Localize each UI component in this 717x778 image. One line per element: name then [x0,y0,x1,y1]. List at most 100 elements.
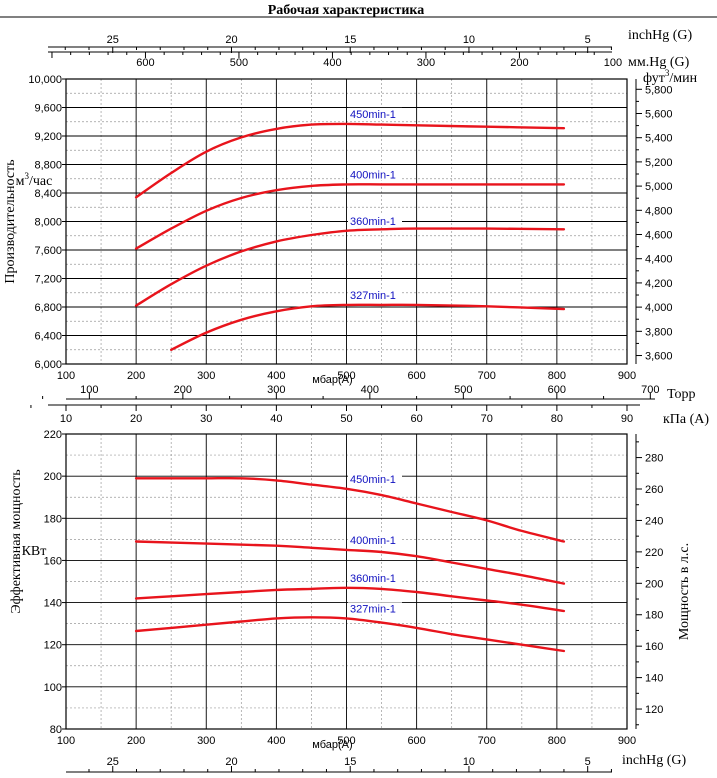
curve-label-bg-327min-1 [348,288,402,301]
panel1-secondary-tick-label: 140 [645,673,663,685]
panel1-y-tick-label: 100 [44,682,62,694]
bottom-inchhg-unit: inchHg (G) [622,753,686,768]
panel0-x-tick-label: 700 [478,370,496,382]
top-inchhg-unit: inchHg (G) [628,28,692,43]
kpa-tick-label: 40 [270,413,282,425]
panel1-secondary-tick-label: 280 [645,453,663,465]
kpa-unit: кПа (A) [663,412,709,427]
panel1-x-tick-label: 600 [407,735,425,747]
curve-label-360min-1: 360min-1 [350,216,396,228]
panel1-x-tick-label: 900 [618,735,636,747]
panel0-y-tick-label: 6,400 [34,331,62,343]
curve-400min-1 [134,540,566,585]
curve-360min-1 [134,586,566,613]
panel1-secondary-tick-label: 180 [645,610,663,622]
panel0-x-tick-label: 500 [337,370,355,382]
top-mmhg-tick-label: 100 [604,57,622,69]
top-mmhg-tick-label: 300 [417,57,435,69]
panel0-secondary-tick-label: 5,400 [645,133,673,145]
curve-label-360min-1: 360min-1 [350,573,396,585]
torr-tick-label: 300 [267,384,285,396]
curve-label-400min-1: 400min-1 [350,169,396,181]
panel0-y-tick-label: 8,000 [34,217,62,229]
panel1-y-tick-label: 160 [44,555,62,567]
top-inchhg-tick-label: 20 [225,34,237,46]
top-mmhg-unit: мм.Hg (G) [628,55,690,70]
panel1-y-tick-label: 120 [44,640,62,652]
curve-400min-1 [134,183,566,250]
panel1-frame [65,433,628,730]
panel1-secondary-tick-label: 160 [645,641,663,653]
kpa-tick-label: 50 [340,413,352,425]
bottom-inchhg-tick-label: 20 [225,756,237,768]
curve-360min-1 [134,227,566,307]
kpa-tick-label: 20 [130,413,142,425]
panel0-y-tick-label: 8,400 [34,188,62,200]
curve-label-bg-360min-1 [348,214,402,227]
kpa-tick-label: 90 [621,413,633,425]
panel1-x-tick-label: 200 [127,735,145,747]
panel0-secondary-unit: фут3/мин [643,68,698,86]
panel0-secondary-tick-label: 4,200 [645,278,673,290]
curve-450min-1 [134,476,566,543]
panel0-y-tick-label: 8,800 [34,160,62,172]
panel1-x-tick-label: 100 [57,735,75,747]
panel0-y-tick-label: 7,600 [34,245,62,257]
panel0-secondary-tick-label: 4,400 [645,254,673,266]
panel1-y-tick-label: 220 [44,429,62,441]
panel0-x-tick-label: 200 [127,370,145,382]
kpa-tick-label: 60 [411,413,423,425]
panel0-x-tick-label: 900 [618,370,636,382]
panel0-y-unit: м3/час [16,171,53,189]
torr-tick-label: 500 [454,384,472,396]
panel1-secondary-tick-label: 240 [645,515,663,527]
kpa-tick-label: 30 [200,413,212,425]
panel0-secondary-tick-label: 3,800 [645,326,673,338]
panel1-y-tick-label: 200 [44,471,62,483]
kpa-tick-label: 80 [551,413,563,425]
curve-label-bg-400min-1 [348,533,402,546]
top-inchhg-tick-label: 5 [585,34,591,46]
torr-tick-label: 100 [80,384,98,396]
panel1-x-tick-label: 700 [478,735,496,747]
panel1-x-tick-label: 400 [267,735,285,747]
top-inchhg-tick-label: 15 [344,34,356,46]
top-mmhg-tick-label: 600 [136,57,154,69]
curve-label-bg-450min-1 [348,107,402,120]
panel0-y-tick-label: 6,800 [34,302,62,314]
panel0-secondary-tick-label: 3,600 [645,351,673,363]
curve-label-450min-1: 450min-1 [350,109,396,121]
panel0-y-tick-label: 9,600 [34,103,62,115]
panel1-x-label: мбар(A) [312,739,352,751]
panel0-secondary-tick-label: 5,600 [645,108,673,120]
panel0-y-tick-label: 9,200 [34,131,62,143]
bottom-inchhg-tick-label: 15 [344,756,356,768]
panel0-x-tick-label: 300 [197,370,215,382]
panel0-secondary-tick-label: 4,000 [645,302,673,314]
top-mmhg-tick-label: 200 [510,57,528,69]
torr-tick-label: 600 [548,384,566,396]
kpa-tick-label: 10 [60,413,72,425]
panel0-secondary-tick-label: 4,600 [645,230,673,242]
panel1-y-unit: КВт [22,544,47,559]
panel0-secondary-tick-label: 5,000 [645,181,673,193]
panel0-y-tick-label: 10,000 [28,74,62,86]
bottom-inchhg-tick-label: 5 [585,756,591,768]
curve-label-bg-400min-1 [348,168,402,181]
torr-tick-label: 200 [174,384,192,396]
panel0-y-title: Производительность [3,159,18,283]
curve-450min-1 [134,122,566,199]
panel1-y-tick-label: 80 [50,724,62,736]
top-mmhg-tick-label: 500 [230,57,248,69]
panel1-secondary-tick-label: 200 [645,578,663,590]
curve-label-bg-360min-1 [348,571,402,584]
panel1-x-tick-label: 500 [337,735,355,747]
panel0-x-tick-label: 600 [407,370,425,382]
top-mmhg-tick-label: 400 [323,57,341,69]
torr-unit: Торр [667,387,696,402]
top-inchhg-tick-label: 25 [107,34,119,46]
bottom-inchhg-tick-label: 10 [463,756,475,768]
top-inchhg-tick-label: 10 [463,34,475,46]
panel1-secondary-tick-label: 120 [645,704,663,716]
curve-label-327min-1: 327min-1 [350,603,396,615]
